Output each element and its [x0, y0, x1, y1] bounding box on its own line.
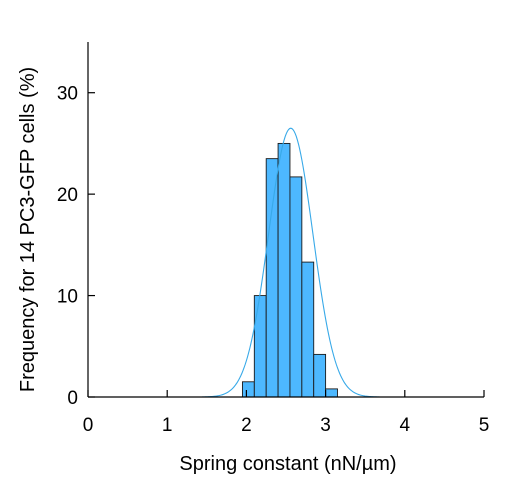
x-tick-label-5: 5 — [479, 415, 490, 436]
y-tick-label-1: 10 — [57, 287, 78, 308]
y-axis-title: Frequency for 14 PC3-GFP cells (%) — [17, 67, 39, 392]
histogram-bar-6 — [313, 353, 327, 398]
x-ticks: 0 1 2 3 4 5 — [83, 390, 490, 436]
histogram-bar-4 — [289, 176, 303, 398]
histogram-bar-7 — [325, 388, 338, 398]
x-axis-title: Spring constant (nN/µm) — [179, 453, 396, 475]
x-tick-label-1: 1 — [162, 415, 173, 436]
histogram-bar-2 — [265, 158, 279, 398]
y-tick-label-0: 0 — [67, 388, 78, 409]
y-ticks: 0 10 20 30 — [57, 84, 95, 409]
histogram-bar-3 — [277, 142, 291, 398]
histogram-bar-1 — [253, 295, 267, 398]
bars-layer — [241, 142, 338, 398]
x-tick-label-4: 4 — [400, 415, 411, 436]
y-tick-label-3: 30 — [57, 84, 78, 105]
gaussian-fit-curve — [202, 127, 380, 398]
histogram-bar-5 — [301, 261, 315, 398]
histogram-bar-0 — [241, 381, 255, 398]
y-tick-label-2: 20 — [57, 185, 78, 206]
x-tick-label-0: 0 — [83, 415, 94, 436]
x-tick-label-3: 3 — [320, 415, 331, 436]
x-tick-label-2: 2 — [241, 415, 252, 436]
